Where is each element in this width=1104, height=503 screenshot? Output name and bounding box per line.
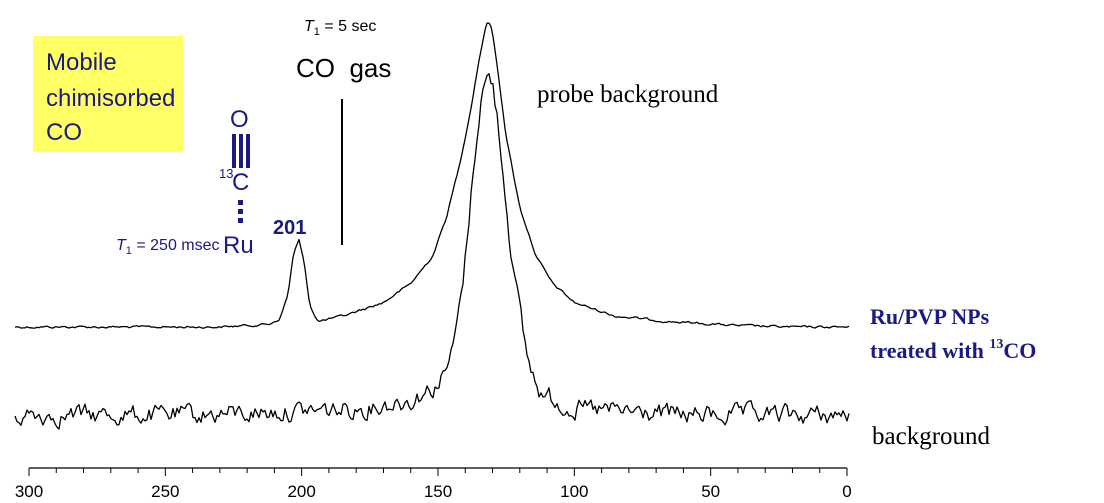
sample-label-line-2: treated with 13CO	[870, 337, 1036, 363]
t1-gas-subscript: 1	[314, 26, 320, 38]
x-axis: 300 250 200 150 100 50 0	[15, 467, 852, 501]
t1-chemisorbed-value: = 250 msec	[132, 237, 220, 254]
mobile-co-highlight-box	[33, 36, 183, 152]
structure-ruthenium: Ru	[223, 232, 254, 259]
dotted-bond	[238, 200, 243, 223]
probe-background-label: probe background	[537, 81, 719, 108]
spectrum-traces	[14, 22, 850, 430]
t1-chemisorbed-annotation: T1 = 250 msec	[116, 237, 220, 257]
series-line-background	[14, 73, 850, 430]
structure-oxygen: O	[230, 106, 249, 133]
triple-bond	[232, 134, 250, 168]
highlight-box-line-1: Mobile	[46, 49, 117, 76]
background-label: background	[872, 423, 991, 450]
sample-label-co: CO	[1003, 338, 1036, 363]
highlight-box-line-2: chimisorbed	[46, 85, 175, 112]
highlight-box-line-3: CO	[46, 119, 82, 146]
x-tick-label-200: 200	[287, 482, 315, 501]
x-tick-label-50: 50	[701, 482, 720, 501]
sample-label-line-1: Ru/PVP NPs	[870, 304, 990, 329]
sample-label-prefix: treated with	[870, 338, 989, 363]
t1-gas-value: = 5 sec	[320, 18, 376, 35]
t1-gas-annotation: T1 = 5 sec	[304, 18, 376, 38]
x-tick-label-250: 250	[151, 482, 179, 501]
structure-carbon: C	[232, 169, 249, 196]
t1-chemisorbed-symbol: T	[116, 237, 127, 254]
x-tick-label-100: 100	[560, 482, 588, 501]
co-gas-label: CO gas	[296, 53, 391, 83]
x-tick-label-300: 300	[15, 482, 43, 501]
t1-chemisorbed-subscript: 1	[126, 245, 132, 257]
x-tick-label-150: 150	[424, 482, 452, 501]
sample-label-isotope: 13	[989, 337, 1003, 352]
series-line-sample	[14, 22, 850, 329]
t1-gas-symbol: T	[304, 18, 315, 35]
structure-carbon-mass: 13	[219, 166, 233, 181]
peak-label-201: 201	[273, 217, 306, 239]
x-tick-label-0: 0	[842, 482, 851, 501]
